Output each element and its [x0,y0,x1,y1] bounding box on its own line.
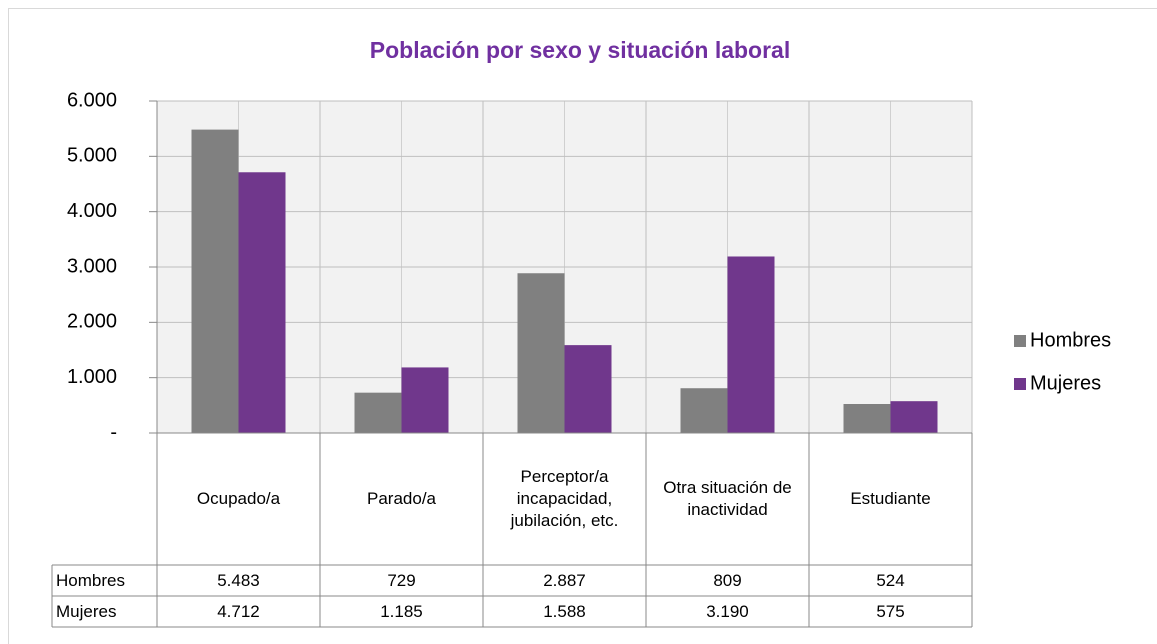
category-label: Parado/a [367,489,436,508]
y-tick-label: 4.000 [67,200,117,222]
y-tick-label: 6.000 [67,89,117,111]
table-value: 1.185 [380,601,423,621]
legend-swatch [1014,378,1026,390]
y-tick-label: 3.000 [67,255,117,277]
legend-label: Mujeres [1030,372,1101,394]
bar [564,345,612,433]
table-value: 729 [387,570,416,590]
y-tick-label: 1.000 [67,366,117,388]
bar [727,256,775,433]
category-label: Otra situación de inactividad [663,478,792,519]
table-value: 1.588 [543,601,586,621]
table-value: 3.190 [706,601,749,621]
bar [843,404,891,433]
table-value: 524 [876,570,905,590]
table-row-label: Hombres [56,570,125,590]
table-value: 575 [876,601,905,621]
bar [238,172,286,433]
bar [517,273,565,433]
bar [890,401,938,433]
category-label: Ocupado/a [196,489,281,508]
table-row-label: Mujeres [56,601,117,621]
table-value: 4.712 [217,601,260,621]
bar [191,129,239,433]
y-tick-label: - [110,421,117,443]
chart-title: Población por sexo y situación laboral [370,37,791,63]
table-value: 5.483 [217,570,260,590]
legend-swatch [1014,335,1026,347]
legend-label: Hombres [1030,329,1111,351]
chart-border [8,8,1157,644]
table-value: 2.887 [543,570,586,590]
category-label: Estudiante [850,489,931,508]
category-label: Perceptor/a incapacidad, jubilación, etc… [510,467,619,530]
bar [401,367,449,433]
y-tick-label: 5.000 [67,145,117,167]
table-value: 809 [713,570,742,590]
bar [354,392,402,433]
bar [680,388,728,433]
y-tick-label: 2.000 [67,311,117,333]
